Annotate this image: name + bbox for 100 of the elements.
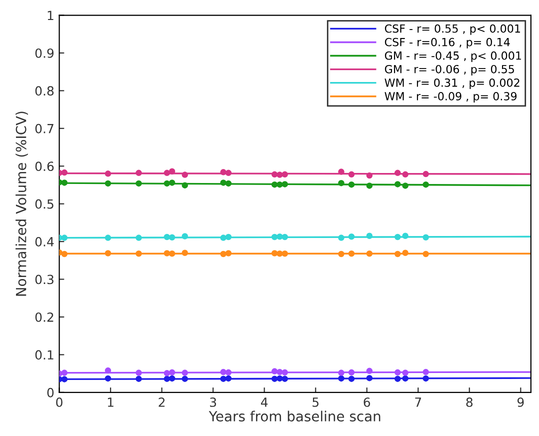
point bbox=[338, 375, 344, 382]
point bbox=[136, 180, 142, 187]
point bbox=[61, 234, 68, 241]
x-tick-label: 7 bbox=[415, 398, 422, 407]
x-tick-label: 1 bbox=[108, 398, 114, 407]
point bbox=[422, 375, 429, 382]
point bbox=[168, 168, 176, 175]
point bbox=[276, 368, 283, 376]
legend-label: GM - r= -0.06 , p= 0.55 bbox=[384, 64, 514, 76]
point bbox=[394, 250, 401, 258]
legend-label: WM - r= -0.09 , p= 0.39 bbox=[384, 92, 517, 103]
x-tick-label: 0 bbox=[56, 397, 62, 407]
point bbox=[271, 181, 278, 188]
point bbox=[164, 180, 170, 187]
legend-label: WM - r= 0.31 , p= 0.002 bbox=[384, 78, 520, 90]
y-tick-label: 1 bbox=[48, 10, 54, 20]
point bbox=[164, 170, 170, 176]
point bbox=[271, 368, 278, 374]
point bbox=[282, 234, 288, 240]
x-tick-label: 9 bbox=[517, 397, 524, 407]
point bbox=[225, 234, 232, 240]
point bbox=[61, 169, 68, 176]
point bbox=[276, 250, 283, 257]
point bbox=[394, 369, 401, 376]
point bbox=[348, 250, 355, 257]
point bbox=[394, 376, 401, 382]
point bbox=[402, 370, 408, 376]
point bbox=[348, 369, 355, 376]
point bbox=[220, 180, 226, 186]
y-tick-label: 0.5 bbox=[35, 199, 54, 209]
point bbox=[348, 171, 355, 178]
y-tick-label: 0 bbox=[47, 388, 54, 398]
point bbox=[282, 171, 288, 178]
point bbox=[182, 376, 188, 382]
point bbox=[164, 376, 170, 382]
point bbox=[168, 375, 176, 382]
point bbox=[220, 169, 226, 176]
point bbox=[61, 376, 68, 382]
y-tick-label: 0.6 bbox=[35, 162, 54, 172]
point bbox=[225, 250, 232, 256]
point bbox=[394, 170, 401, 176]
point bbox=[136, 170, 142, 176]
point bbox=[282, 376, 288, 382]
y-tick-label: 0.7 bbox=[35, 124, 54, 134]
point bbox=[422, 368, 429, 376]
y-tick-label: 0.1 bbox=[35, 350, 54, 360]
y-tick-label: 0.8 bbox=[35, 86, 54, 96]
point bbox=[282, 369, 288, 376]
point bbox=[348, 376, 355, 382]
y-tick-label: 0.3 bbox=[35, 274, 54, 284]
point bbox=[271, 234, 278, 240]
point bbox=[394, 181, 401, 188]
point bbox=[182, 233, 188, 240]
point bbox=[220, 368, 226, 376]
point bbox=[225, 180, 232, 187]
point bbox=[104, 234, 112, 241]
point bbox=[104, 375, 112, 382]
point bbox=[168, 180, 176, 186]
legend-label: GM - r= -0.45 , p< 0.001 bbox=[384, 51, 522, 62]
x-axis-title: Years from baseline scan bbox=[208, 410, 380, 422]
point bbox=[136, 376, 142, 382]
point bbox=[136, 370, 142, 376]
point bbox=[366, 172, 373, 179]
point bbox=[366, 368, 373, 374]
x-tick-label: 2 bbox=[158, 397, 165, 407]
point bbox=[402, 375, 408, 382]
point bbox=[276, 172, 283, 178]
point bbox=[402, 171, 408, 178]
point bbox=[402, 182, 408, 189]
point bbox=[104, 367, 112, 374]
point bbox=[402, 250, 408, 256]
point bbox=[422, 181, 429, 188]
point bbox=[168, 369, 176, 376]
point bbox=[225, 170, 232, 176]
point bbox=[225, 375, 232, 382]
point bbox=[220, 234, 226, 241]
y-tick-label: 0.4 bbox=[35, 237, 54, 246]
point bbox=[271, 376, 278, 382]
point bbox=[422, 250, 429, 258]
point bbox=[220, 250, 226, 258]
point bbox=[276, 181, 283, 188]
y-tick-label: 0.2 bbox=[35, 312, 54, 322]
point bbox=[104, 250, 112, 256]
point bbox=[366, 182, 373, 189]
x-tick-label: 4 bbox=[260, 398, 268, 407]
point bbox=[61, 250, 68, 258]
y-axis-title: Normalized Volume (%ICV) bbox=[16, 112, 28, 296]
point bbox=[61, 180, 68, 186]
x-tick-label: 5 bbox=[312, 398, 318, 407]
point bbox=[168, 234, 176, 241]
point bbox=[225, 369, 232, 376]
point bbox=[182, 172, 188, 178]
point bbox=[366, 250, 373, 257]
point bbox=[338, 180, 344, 186]
point bbox=[348, 181, 355, 188]
point bbox=[182, 250, 188, 256]
point bbox=[104, 170, 112, 177]
point bbox=[276, 234, 283, 240]
point bbox=[366, 374, 373, 382]
point bbox=[271, 250, 278, 256]
